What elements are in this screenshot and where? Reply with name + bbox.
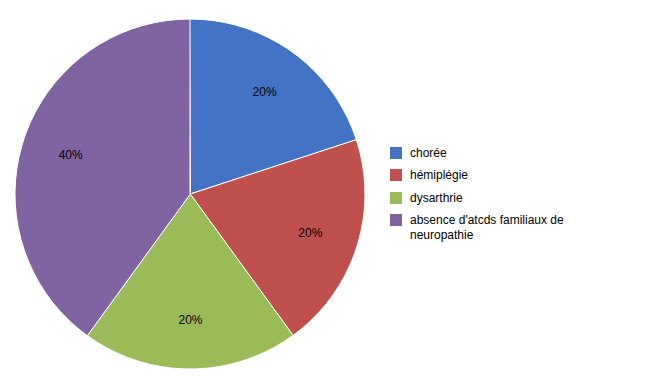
svg-text:20%: 20% <box>253 85 277 99</box>
html-text:dysarthrie: dysarthrie <box>410 190 463 205</box>
svg-text:40%: 40% <box>59 148 83 162</box>
html-text:absence d'atcds familiaux de n: absence d'atcds familiaux de neuropathie <box>410 213 564 242</box>
html-text:chorée: chorée <box>410 146 447 160</box>
svg-text:20%: 20% <box>298 226 322 240</box>
html-text:hémiplégie: hémiplégie <box>410 168 468 183</box>
svg-text:20%: 20% <box>178 313 202 327</box>
